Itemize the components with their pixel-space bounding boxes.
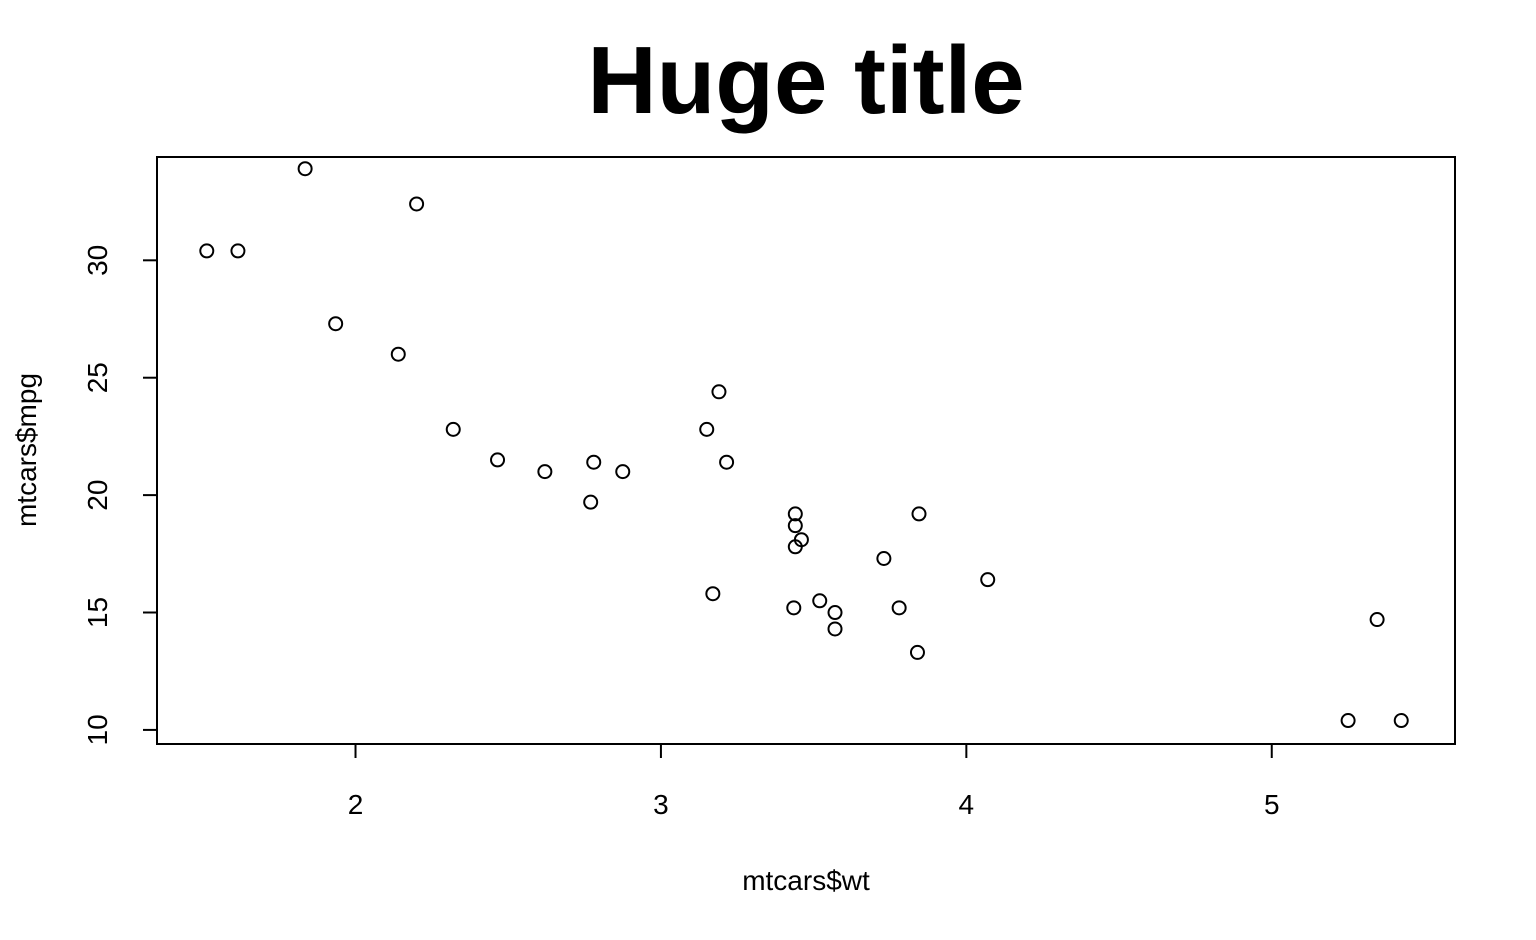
- x-tick-label: 4: [959, 789, 975, 820]
- data-point: [199, 243, 215, 259]
- data-point: [490, 452, 506, 468]
- data-point: [390, 346, 406, 362]
- y-tick-label: 15: [82, 597, 113, 628]
- data-point: [705, 586, 721, 602]
- y-tick-label: 25: [82, 362, 113, 393]
- x-tick-label: 5: [1264, 789, 1280, 820]
- data-point: [409, 196, 425, 212]
- y-axis: 10 15 20 25 30: [82, 245, 158, 745]
- data-point: [615, 464, 631, 480]
- y-axis-label: mtcars$mpg: [11, 373, 42, 527]
- data-point: [1340, 713, 1356, 729]
- data-point: [586, 454, 602, 470]
- data-point: [911, 506, 927, 522]
- data-point: [909, 644, 925, 660]
- data-point: [719, 454, 735, 470]
- x-tick-label: 2: [348, 789, 364, 820]
- data-point: [827, 621, 843, 637]
- y-tick-label: 30: [82, 245, 113, 276]
- data-point: [876, 551, 892, 567]
- chart-title: Huge title: [587, 27, 1024, 134]
- data-point: [827, 605, 843, 621]
- data-point: [787, 506, 803, 522]
- data-point: [297, 161, 313, 177]
- x-tick-label: 3: [653, 789, 669, 820]
- x-axis: 2 3 4 5: [348, 743, 1280, 820]
- data-point: [891, 600, 907, 616]
- data-point: [537, 464, 553, 480]
- data-point: [445, 421, 461, 437]
- data-point: [711, 384, 727, 400]
- x-axis-label: mtcars$wt: [742, 865, 870, 896]
- y-tick-label: 10: [82, 714, 113, 745]
- data-point: [1369, 612, 1385, 628]
- data-point: [230, 243, 246, 259]
- data-point: [583, 494, 599, 510]
- data-point: [328, 316, 344, 332]
- data-point: [787, 518, 803, 534]
- data-point: [699, 421, 715, 437]
- data-point: [786, 600, 802, 616]
- data-point: [812, 593, 828, 609]
- data-point: [1393, 713, 1409, 729]
- y-tick-label: 20: [82, 480, 113, 511]
- data-point: [793, 532, 809, 548]
- data-points: [199, 161, 1409, 729]
- data-point: [980, 572, 996, 588]
